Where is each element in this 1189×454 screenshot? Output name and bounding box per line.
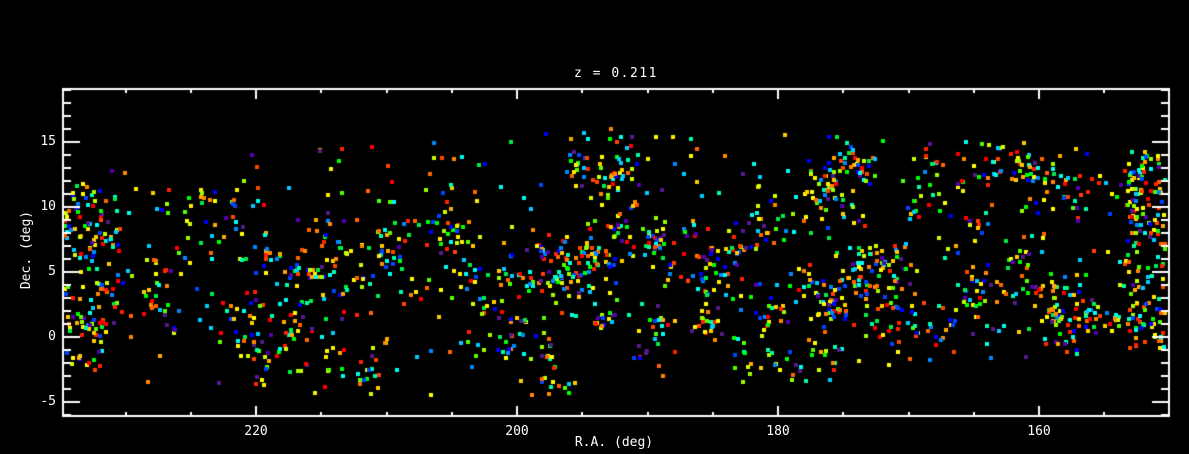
x-tick-label: 160 (1027, 424, 1051, 439)
y-tick-label: 15 (40, 134, 56, 149)
x-tick-label: 180 (766, 424, 790, 439)
y-tick-label: 5 (48, 264, 56, 279)
x-tick-label: 220 (244, 424, 268, 439)
plot-title: z = 0.211 (574, 66, 658, 81)
x-tick-label: 200 (505, 424, 529, 439)
x-axis-label: R.A. (deg) (574, 435, 654, 450)
y-tick-label: 10 (40, 199, 56, 214)
y-tick-label: -5 (40, 394, 56, 409)
y-tick-label: 0 (48, 329, 56, 344)
